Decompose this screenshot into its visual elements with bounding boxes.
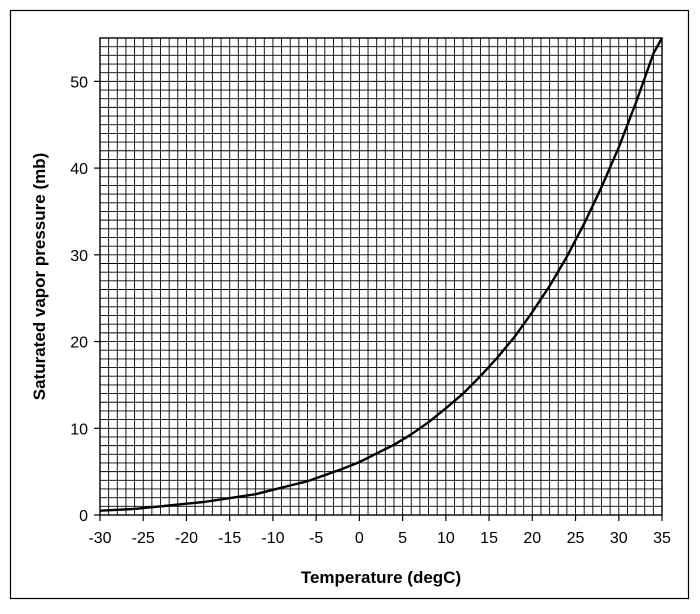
- x-tick-label: 25: [567, 530, 585, 547]
- x-tick-label: -20: [175, 530, 198, 547]
- x-tick-label: 10: [437, 530, 455, 547]
- x-tick-label: 5: [398, 530, 407, 547]
- x-tick-label: -10: [261, 530, 284, 547]
- y-tick-label: 0: [79, 508, 88, 525]
- x-tick-label: -5: [309, 530, 323, 547]
- x-tick-label: -25: [132, 530, 155, 547]
- x-axis-title: Temperature (degC): [301, 568, 461, 587]
- plot-area-frame: [99, 37, 663, 516]
- x-tick-label: 20: [523, 530, 541, 547]
- y-tick-label: 40: [70, 161, 88, 178]
- vapor-pressure-curve: [99, 37, 664, 512]
- y-tick-label: 10: [70, 421, 88, 438]
- y-tick-label: 30: [70, 248, 88, 265]
- x-tick-label: 30: [610, 530, 628, 547]
- x-tick-label: -30: [88, 530, 111, 547]
- y-tick-label: 20: [70, 335, 88, 352]
- y-axis-title: Saturated vapor pressure (mb): [30, 153, 49, 401]
- x-tick-label: 0: [355, 530, 364, 547]
- x-tick-label: 15: [480, 530, 498, 547]
- grid: [100, 38, 662, 515]
- y-tick-label: 50: [70, 74, 88, 91]
- x-tick-label: -15: [218, 530, 241, 547]
- axis-ticks: -30 -25 -20 -15 -10 -5 0 5 10 15 20 25 30 35 0 10 20 30 40…: [70, 74, 671, 547]
- x-tick-label: 35: [653, 530, 671, 547]
